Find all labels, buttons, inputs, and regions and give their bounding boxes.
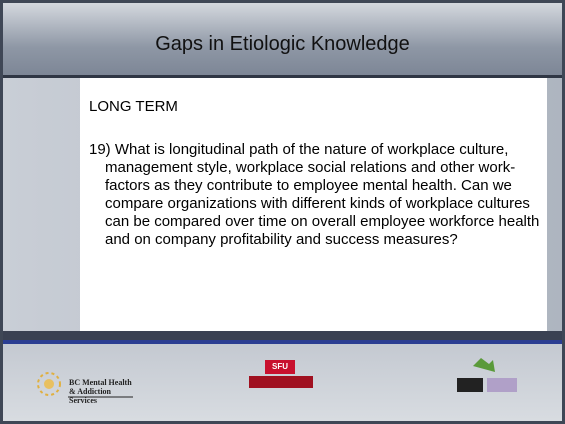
content-area: LONG TERM 19) What is longitudinal path …: [80, 78, 547, 331]
footer-band: BC Mental Health & Addiction Services SF…: [3, 344, 562, 421]
paragraph: 19) What is longitudinal path of the nat…: [89, 141, 540, 248]
slide-title: Gaps in Etiologic Knowledge: [155, 33, 410, 55]
logo-icon: [44, 379, 54, 389]
logo-box: [249, 376, 313, 388]
divider: [3, 340, 562, 344]
logo-text: SFU: [272, 362, 288, 371]
divider: [3, 331, 562, 340]
logo-box: [487, 378, 517, 392]
logo-box: [457, 378, 483, 392]
title-band: [3, 3, 562, 77]
logo-box: [265, 360, 295, 374]
heading: LONG TERM: [89, 98, 178, 115]
slide-background: Gaps in Etiologic Knowledge LONG TERM 19…: [3, 3, 562, 421]
divider: [3, 75, 562, 78]
logo-icon: [37, 372, 61, 396]
logo-text: BC Mental Health & Addiction Services: [69, 378, 132, 405]
logo-leaf: [473, 358, 495, 372]
footer-logos: [37, 358, 517, 398]
